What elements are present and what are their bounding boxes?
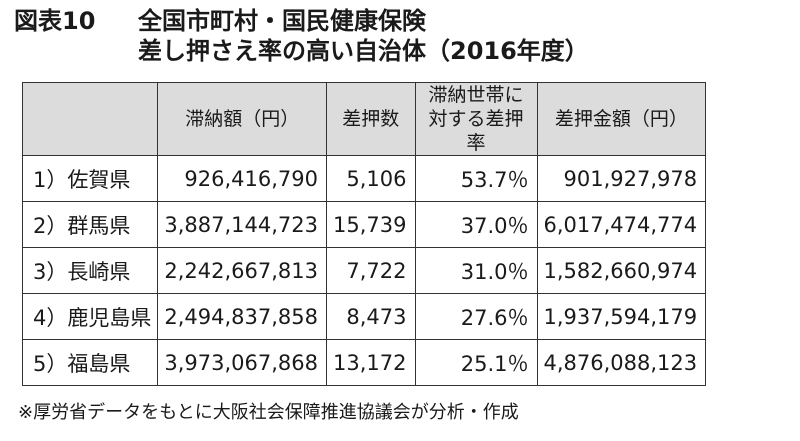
table-row: 1）佐賀県 926,416,790 5,106 53.7％ 901,927,97… (21, 155, 707, 202)
table-row: 5）福島県 3,973,067,868 13,172 25.1％ 4,876,0… (21, 339, 707, 386)
source-footnote: ※厚労省データをもとに大阪社会保障推進協議会が分析・作成 (18, 402, 519, 423)
data-table-wrapper: 滞納額（円） 差押数 滞納世帯に対する差押率 差押金額（円） 1）佐賀県 926… (21, 82, 707, 386)
header-seizure-rate: 滞納世帯に対する差押率 (414, 82, 538, 156)
cell-prefecture: 5）福島県 (21, 339, 159, 386)
cell-seizure-amount: 6,017,474,774 (536, 201, 707, 248)
cell-arrears: 926,416,790 (157, 155, 328, 202)
cell-seizure-rate: 27.6％ (414, 293, 538, 340)
cell-seizure-amount: 1,937,594,179 (536, 293, 707, 340)
title-lines: 全国市町村・国民健康保険 差し押さえ率の高い自治体（2016年度） (138, 6, 589, 66)
table-row: 4）鹿児島県 2,494,837,858 8,473 27.6％ 1,937,5… (21, 293, 707, 340)
cell-seizure-count: 15,739 (326, 201, 416, 248)
cell-seizure-rate: 31.0％ (414, 247, 538, 294)
cell-arrears: 2,242,667,813 (157, 247, 328, 294)
cell-prefecture: 2）群馬県 (21, 201, 159, 248)
cell-seizure-amount: 4,876,088,123 (536, 339, 707, 386)
cell-prefecture: 4）鹿児島県 (21, 293, 159, 340)
cell-arrears: 3,887,144,723 (157, 201, 328, 248)
title-block: 図表10 全国市町村・国民健康保険 差し押さえ率の高い自治体（2016年度） (14, 6, 589, 66)
title-line-1: 全国市町村・国民健康保険 (138, 7, 426, 35)
header-seizure-count: 差押数 (326, 82, 416, 156)
cell-arrears: 2,494,837,858 (157, 293, 328, 340)
cell-seizure-amount: 1,582,660,974 (536, 247, 707, 294)
cell-seizure-count: 13,172 (326, 339, 416, 386)
header-empty (21, 82, 159, 156)
cell-seizure-rate: 37.0％ (414, 201, 538, 248)
cell-seizure-count: 5,106 (326, 155, 416, 202)
table-header-row: 滞納額（円） 差押数 滞納世帯に対する差押率 差押金額（円） (21, 82, 707, 156)
cell-prefecture: 3）長崎県 (21, 247, 159, 294)
table-row: 2）群馬県 3,887,144,723 15,739 37.0％ 6,017,4… (21, 201, 707, 248)
header-arrears: 滞納額（円） (157, 82, 328, 156)
cell-prefecture: 1）佐賀県 (21, 155, 159, 202)
title-line-2: 差し押さえ率の高い自治体（2016年度） (138, 37, 589, 65)
data-table: 滞納額（円） 差押数 滞納世帯に対する差押率 差押金額（円） 1）佐賀県 926… (21, 82, 707, 386)
cell-seizure-rate: 53.7％ (414, 155, 538, 202)
cell-seizure-count: 8,473 (326, 293, 416, 340)
cell-seizure-count: 7,722 (326, 247, 416, 294)
table-row: 3）長崎県 2,242,667,813 7,722 31.0％ 1,582,66… (21, 247, 707, 294)
header-seizure-amount: 差押金額（円） (536, 82, 707, 156)
cell-seizure-amount: 901,927,978 (536, 155, 707, 202)
cell-seizure-rate: 25.1％ (414, 339, 538, 386)
figure-label: 図表10 (14, 7, 96, 35)
cell-arrears: 3,973,067,868 (157, 339, 328, 386)
